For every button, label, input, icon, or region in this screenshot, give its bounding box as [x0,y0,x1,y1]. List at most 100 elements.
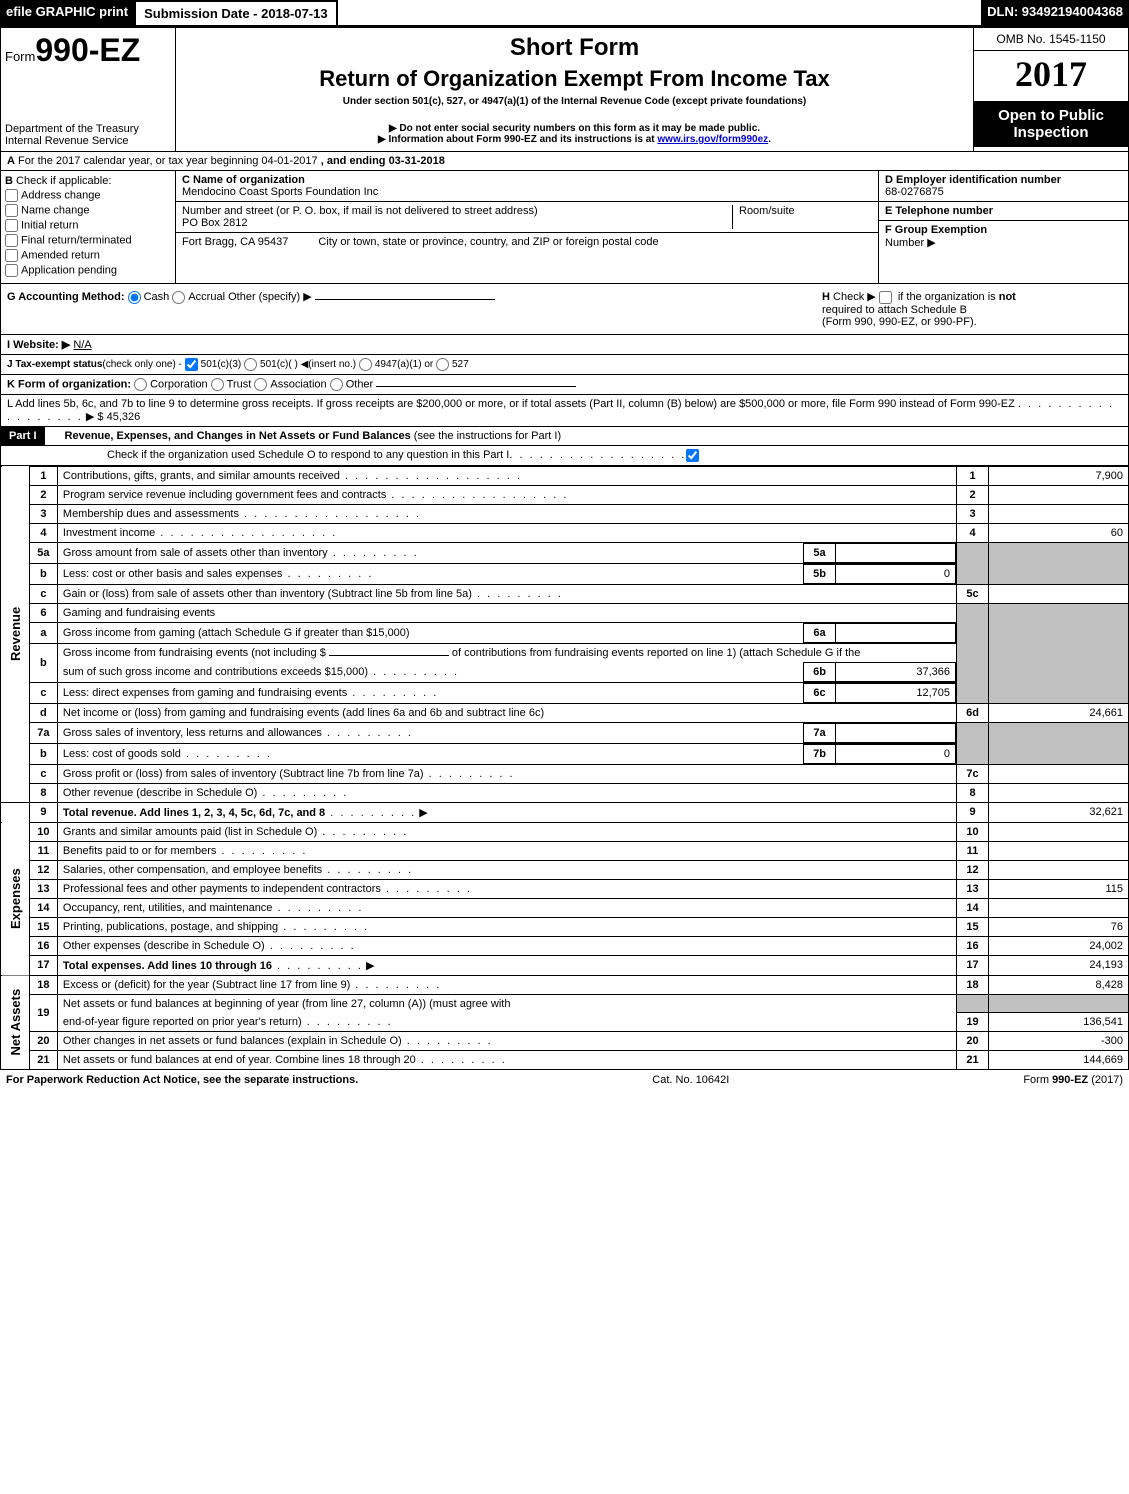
l18-dots [350,979,441,991]
dept-treasury: Department of the Treasury [5,123,139,135]
part1-checkbox[interactable] [686,449,699,462]
l15-val: 76 [989,917,1129,936]
initial-return-checkbox[interactable] [5,219,18,232]
footer-left: For Paperwork Reduction Act Notice, see … [6,1074,358,1086]
l6b-sn: 6b [804,662,836,681]
l6b-num: b [29,643,57,682]
l8-num: 8 [29,783,57,802]
l15-desc: Printing, publications, postage, and shi… [63,921,278,933]
l16-val: 24,002 [989,936,1129,955]
k-corp-radio[interactable] [134,378,147,391]
l12-num: 12 [29,860,57,879]
l5c-ln: 5c [957,584,989,603]
efile-badge: efile GRAPHIC print [0,0,134,27]
l3-desc: Membership dues and assessments [63,508,239,520]
pending-label: Application pending [21,264,117,276]
footer-form-pre: Form [1023,1074,1052,1086]
addr-change-checkbox[interactable] [5,189,18,202]
l2-ln: 2 [957,485,989,504]
l6c-sv: 12,705 [836,683,956,702]
k-trust-radio[interactable] [211,378,224,391]
name-change-checkbox[interactable] [5,204,18,217]
l2-desc: Program service revenue including govern… [63,489,386,501]
j-4947: 4947(a)(1) or [375,359,433,370]
l6-gray-val [989,603,1129,703]
h-text1: if the organization is [898,291,999,303]
l5ab-gray-val [989,542,1129,584]
l11-desc: Benefits paid to or for members [63,845,216,857]
l9-dots [325,807,416,819]
label-a: A [7,155,15,167]
k-assoc: Association [270,378,326,390]
l20-ln: 20 [957,1032,989,1051]
l6b-blank [329,655,449,656]
omb-number: OMB No. 1545-1150 [974,28,1128,51]
l8-dots [257,787,348,799]
pending-checkbox[interactable] [5,264,18,277]
l6d-ln: 6d [957,703,989,722]
j-501c-radio[interactable] [244,358,257,371]
l12-dots [322,864,413,876]
k-assoc-radio[interactable] [254,378,267,391]
form-number: 990-EZ [35,32,140,68]
h-text2: required to attach Schedule B [822,304,967,316]
l11-num: 11 [29,841,57,860]
d-label: D Employer identification number [885,174,1061,186]
h-label: H [822,291,830,303]
l7b-sn: 7b [804,744,836,763]
part1-dots [509,449,686,461]
accrual-radio[interactable] [172,291,185,304]
amended-checkbox[interactable] [5,249,18,262]
info-suffix: . [768,134,771,145]
revenue-section-label: Revenue [1,466,30,802]
l21-ln: 21 [957,1051,989,1070]
l20-num: 20 [29,1032,57,1051]
j-501c3-checkbox[interactable] [185,358,198,371]
l18-ln: 18 [957,975,989,994]
l6c-desc: Less: direct expenses from gaming and fu… [63,687,347,699]
l5a-sn: 5a [804,543,836,562]
submission-date: Submission Date - 2018-07-13 [134,0,338,27]
l15-num: 15 [29,917,57,936]
city-label: City or town, state or province, country… [318,236,658,248]
l8-val [989,783,1129,802]
l6c-sn: 6c [804,683,836,702]
l19-val: 136,541 [989,1013,1129,1032]
h-checkbox[interactable] [879,291,892,304]
l14-val [989,898,1129,917]
l7c-ln: 7c [957,764,989,783]
l1-num: 1 [29,466,57,485]
l11-dots [216,845,307,857]
h-check: Check ▶ [833,291,876,303]
l13-ln: 13 [957,879,989,898]
irs-link[interactable]: www.irs.gov/form990ez [657,134,768,145]
j-501c: 501(c)( ) ◀(insert no.) [260,359,356,370]
j-527-radio[interactable] [436,358,449,371]
j-4947-radio[interactable] [359,358,372,371]
l18-desc: Excess or (deficit) for the year (Subtra… [63,979,350,991]
ein-value: 68-0276875 [885,186,944,198]
l7a-dots [322,727,413,739]
cash-radio[interactable] [128,291,141,304]
l7c-desc: Gross profit or (loss) from sales of inv… [63,768,424,780]
l7a-num: 7a [29,722,57,743]
i-label: I Website: ▶ [7,339,70,351]
l5c-dots [472,588,563,600]
l19-num: 19 [29,994,57,1032]
j-527: 527 [452,359,469,370]
k-other-radio[interactable] [330,378,343,391]
street-label: Number and street (or P. O. box, if mail… [182,205,732,217]
l6b-desc1: Gross income from fundraising events (no… [63,647,329,659]
l5a-sv [836,543,956,562]
final-return-checkbox[interactable] [5,234,18,247]
l4-num: 4 [29,523,57,542]
l3-val [989,504,1129,523]
l5c-desc: Gain or (loss) from sale of assets other… [63,588,472,600]
l8-desc: Other revenue (describe in Schedule O) [63,787,257,799]
l6-desc: Gaming and fundraising events [57,603,956,622]
l5a-dots [328,547,419,559]
info-prefix: Information about Form 990-EZ and its in… [378,134,657,145]
l17-dots [272,960,363,972]
l11-val [989,841,1129,860]
label-b: B [5,175,13,187]
